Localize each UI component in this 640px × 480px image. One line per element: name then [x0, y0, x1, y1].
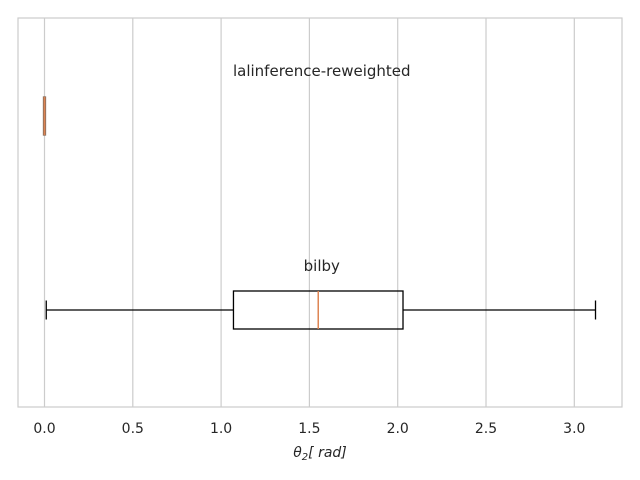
x-tick-label: 1.0: [210, 421, 232, 437]
series-label: lalinference-reweighted: [233, 62, 411, 80]
x-axis-label: θ2[ rad]: [293, 445, 347, 463]
x-tick-labels: 0.0 0.5 1.0 1.5 2.0 2.5 3.0: [33, 421, 585, 437]
x-tick-label: 0.0: [33, 421, 55, 437]
x-axis-label-unit: [ rad]: [308, 445, 347, 461]
x-axis-label-main: θ: [293, 445, 302, 461]
x-tick-label: 1.5: [298, 421, 320, 437]
plot-background: [18, 18, 622, 407]
x-tick-label: 0.5: [122, 421, 144, 437]
x-axis-label-sub: 2: [302, 452, 308, 463]
box-lalinference-reweighted: lalinference-reweighted: [42, 62, 411, 136]
box-bilby: bilby: [45, 257, 597, 330]
box-series: lalinference-reweighted bilby: [42, 62, 597, 330]
series-label: bilby: [304, 257, 340, 275]
grid-lines: [43, 18, 575, 407]
x-tick-label: 2.5: [475, 421, 497, 437]
plot-frame: [17, 17, 623, 408]
x-tick-label: 3.0: [563, 421, 585, 437]
x-tick-label: 2.0: [387, 421, 409, 437]
